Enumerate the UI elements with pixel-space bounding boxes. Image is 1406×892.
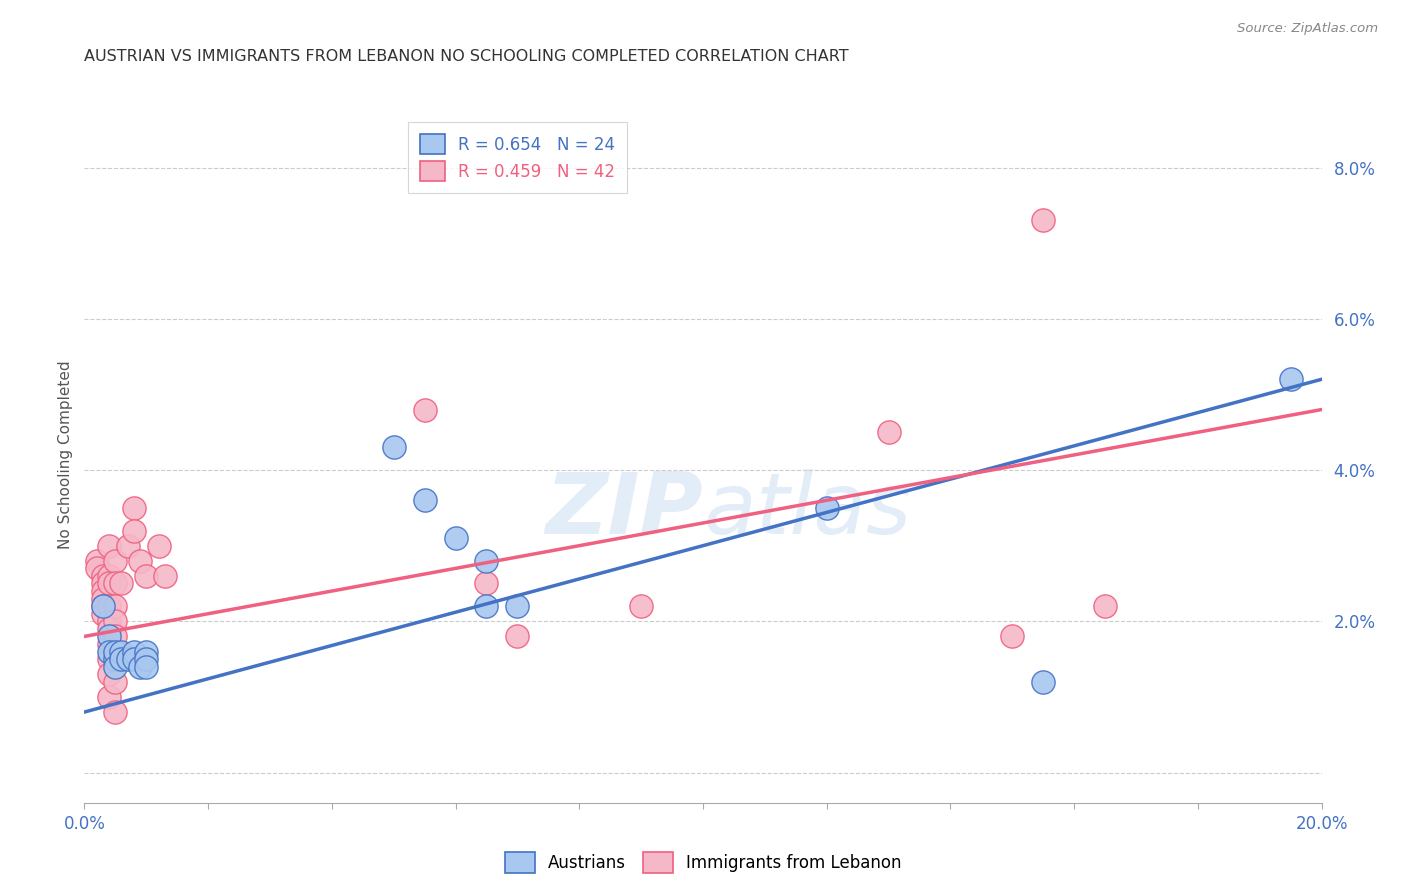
Point — [135, 652, 157, 666]
Point — [91, 584, 114, 599]
Point — [122, 500, 145, 515]
Point — [91, 569, 114, 583]
Point — [98, 569, 121, 583]
Point — [110, 576, 132, 591]
Point — [86, 554, 108, 568]
Point — [506, 599, 529, 614]
Y-axis label: No Schooling Completed: No Schooling Completed — [58, 360, 73, 549]
Point — [91, 591, 114, 606]
Point — [91, 599, 114, 614]
Text: atlas: atlas — [703, 469, 911, 552]
Point — [91, 607, 114, 621]
Point — [98, 622, 121, 636]
Point — [122, 644, 145, 658]
Point — [877, 425, 900, 440]
Legend: Austrians, Immigrants from Lebanon: Austrians, Immigrants from Lebanon — [498, 846, 908, 880]
Point — [98, 637, 121, 651]
Point — [91, 576, 114, 591]
Point — [98, 652, 121, 666]
Point — [122, 524, 145, 538]
Point — [1001, 629, 1024, 643]
Point — [98, 599, 121, 614]
Point — [475, 576, 498, 591]
Legend: R = 0.654   N = 24, R = 0.459   N = 42: R = 0.654 N = 24, R = 0.459 N = 42 — [408, 122, 627, 193]
Point — [117, 652, 139, 666]
Point — [104, 599, 127, 614]
Point — [104, 644, 127, 658]
Point — [135, 569, 157, 583]
Point — [1032, 674, 1054, 689]
Text: Source: ZipAtlas.com: Source: ZipAtlas.com — [1237, 22, 1378, 36]
Point — [475, 554, 498, 568]
Point — [110, 644, 132, 658]
Point — [413, 493, 436, 508]
Text: AUSTRIAN VS IMMIGRANTS FROM LEBANON NO SCHOOLING COMPLETED CORRELATION CHART: AUSTRIAN VS IMMIGRANTS FROM LEBANON NO S… — [84, 49, 849, 64]
Point — [110, 652, 132, 666]
Point — [122, 652, 145, 666]
Point — [104, 659, 127, 673]
Point — [135, 659, 157, 673]
Point — [475, 599, 498, 614]
Point — [117, 539, 139, 553]
Point — [413, 402, 436, 417]
Point — [104, 652, 127, 666]
Point — [129, 554, 152, 568]
Point — [1032, 213, 1054, 227]
Point — [148, 539, 170, 553]
Point — [104, 674, 127, 689]
Point — [104, 576, 127, 591]
Point — [86, 561, 108, 575]
Point — [104, 554, 127, 568]
Point — [98, 690, 121, 704]
Point — [506, 629, 529, 643]
Point — [104, 629, 127, 643]
Point — [153, 569, 176, 583]
Point — [1094, 599, 1116, 614]
Point — [382, 441, 405, 455]
Point — [815, 500, 838, 515]
Point — [104, 615, 127, 629]
Text: ZIP: ZIP — [546, 469, 703, 552]
Point — [630, 599, 652, 614]
Point — [98, 629, 121, 643]
Point — [104, 644, 127, 658]
Point — [444, 531, 467, 545]
Point — [98, 615, 121, 629]
Point — [1279, 372, 1302, 386]
Point — [91, 599, 114, 614]
Point — [135, 644, 157, 658]
Point — [129, 659, 152, 673]
Point — [98, 539, 121, 553]
Point — [98, 576, 121, 591]
Point — [98, 644, 121, 658]
Point — [98, 667, 121, 681]
Point — [104, 705, 127, 719]
